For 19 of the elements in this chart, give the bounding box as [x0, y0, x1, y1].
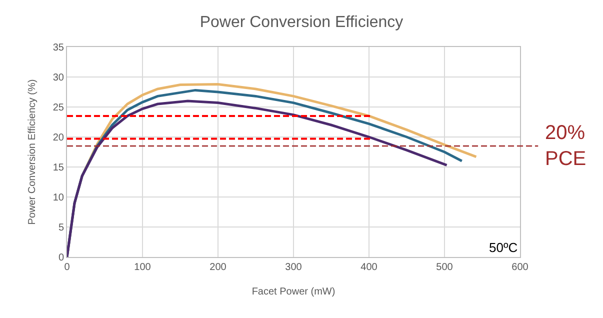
y-tick-label: 30: [52, 72, 64, 84]
y-tick-label: 0: [58, 252, 64, 264]
ref-line-label: 20% PCE: [545, 122, 586, 170]
y-tick-label: 20: [52, 132, 64, 144]
x-tick-label: 400: [360, 262, 378, 273]
x-tick-label: 600: [512, 262, 529, 273]
y-tick-label: 35: [52, 42, 64, 54]
y-tick-label: 10: [52, 192, 64, 204]
y-tick-label: 5: [58, 222, 64, 234]
x-axis-title: Facet Power (mW): [252, 286, 336, 298]
x-tick-label: 300: [285, 262, 302, 273]
annotation: 50ºC: [489, 240, 518, 255]
x-tick-label: 100: [134, 262, 152, 273]
y-tick-label: 15: [52, 162, 64, 174]
y-axis-title: Power Conversion Efficiency (%): [26, 79, 38, 225]
chart-title: Power Conversion Efficiency: [200, 14, 404, 32]
x-tick-label: 200: [210, 262, 227, 273]
x-tick-label: 500: [436, 262, 454, 273]
y-tick-label: 25: [52, 102, 64, 114]
